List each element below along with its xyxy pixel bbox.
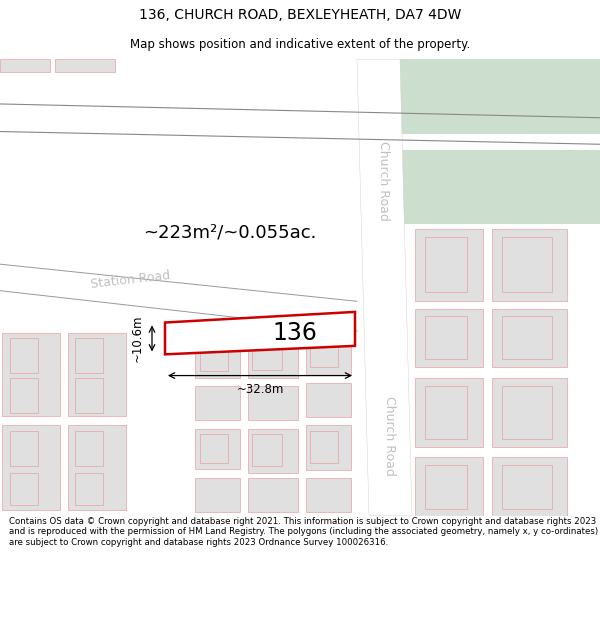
Text: Map shows position and indicative extent of the property.: Map shows position and indicative extent…: [130, 38, 470, 51]
Bar: [200, 342, 228, 371]
Bar: [55, 59, 115, 72]
Text: 136, CHURCH ROAD, BEXLEYHEATH, DA7 4DW: 136, CHURCH ROAD, BEXLEYHEATH, DA7 4DW: [139, 8, 461, 22]
Bar: [492, 378, 567, 447]
Bar: [248, 333, 298, 378]
Bar: [310, 431, 338, 462]
Bar: [252, 434, 282, 466]
Text: 136: 136: [272, 321, 317, 345]
Bar: [502, 316, 552, 359]
Bar: [306, 330, 351, 374]
Bar: [10, 338, 38, 374]
Bar: [306, 383, 351, 417]
Bar: [195, 386, 240, 420]
Bar: [10, 473, 38, 505]
Bar: [415, 378, 483, 447]
Bar: [195, 429, 240, 469]
Bar: [252, 338, 282, 370]
Bar: [502, 465, 552, 509]
Bar: [502, 386, 552, 439]
Bar: [68, 333, 126, 416]
Bar: [415, 229, 483, 301]
Polygon shape: [0, 264, 357, 331]
Bar: [75, 473, 103, 505]
Bar: [75, 378, 103, 412]
Text: Contains OS data © Crown copyright and database right 2021. This information is : Contains OS data © Crown copyright and d…: [9, 517, 598, 547]
Bar: [425, 237, 467, 292]
Bar: [425, 386, 467, 439]
Text: ~223m²/~0.055ac.: ~223m²/~0.055ac.: [143, 223, 317, 241]
Bar: [492, 309, 567, 367]
Bar: [10, 431, 38, 466]
Bar: [415, 458, 483, 516]
Bar: [306, 426, 351, 470]
Bar: [248, 386, 298, 420]
Bar: [68, 426, 126, 511]
Bar: [0, 59, 50, 72]
Bar: [10, 378, 38, 412]
Bar: [75, 431, 103, 466]
Bar: [306, 479, 351, 512]
Bar: [200, 434, 228, 462]
Bar: [502, 237, 552, 292]
Bar: [425, 316, 467, 359]
Bar: [415, 309, 483, 367]
Polygon shape: [165, 312, 355, 354]
Polygon shape: [357, 59, 412, 516]
Bar: [425, 465, 467, 509]
Bar: [195, 479, 240, 512]
Text: Church Road: Church Road: [377, 141, 389, 221]
Polygon shape: [400, 59, 600, 134]
Text: ~32.8m: ~32.8m: [236, 383, 284, 396]
Bar: [248, 479, 298, 512]
Bar: [492, 458, 567, 516]
Bar: [2, 426, 60, 511]
Bar: [310, 335, 338, 367]
Bar: [75, 338, 103, 374]
Text: Church Road: Church Road: [383, 396, 397, 476]
Text: ~10.6m: ~10.6m: [131, 314, 143, 362]
Bar: [195, 338, 240, 377]
Bar: [2, 333, 60, 416]
Bar: [248, 429, 298, 473]
Polygon shape: [400, 149, 600, 224]
Bar: [492, 229, 567, 301]
Text: Station Road: Station Road: [89, 269, 170, 291]
